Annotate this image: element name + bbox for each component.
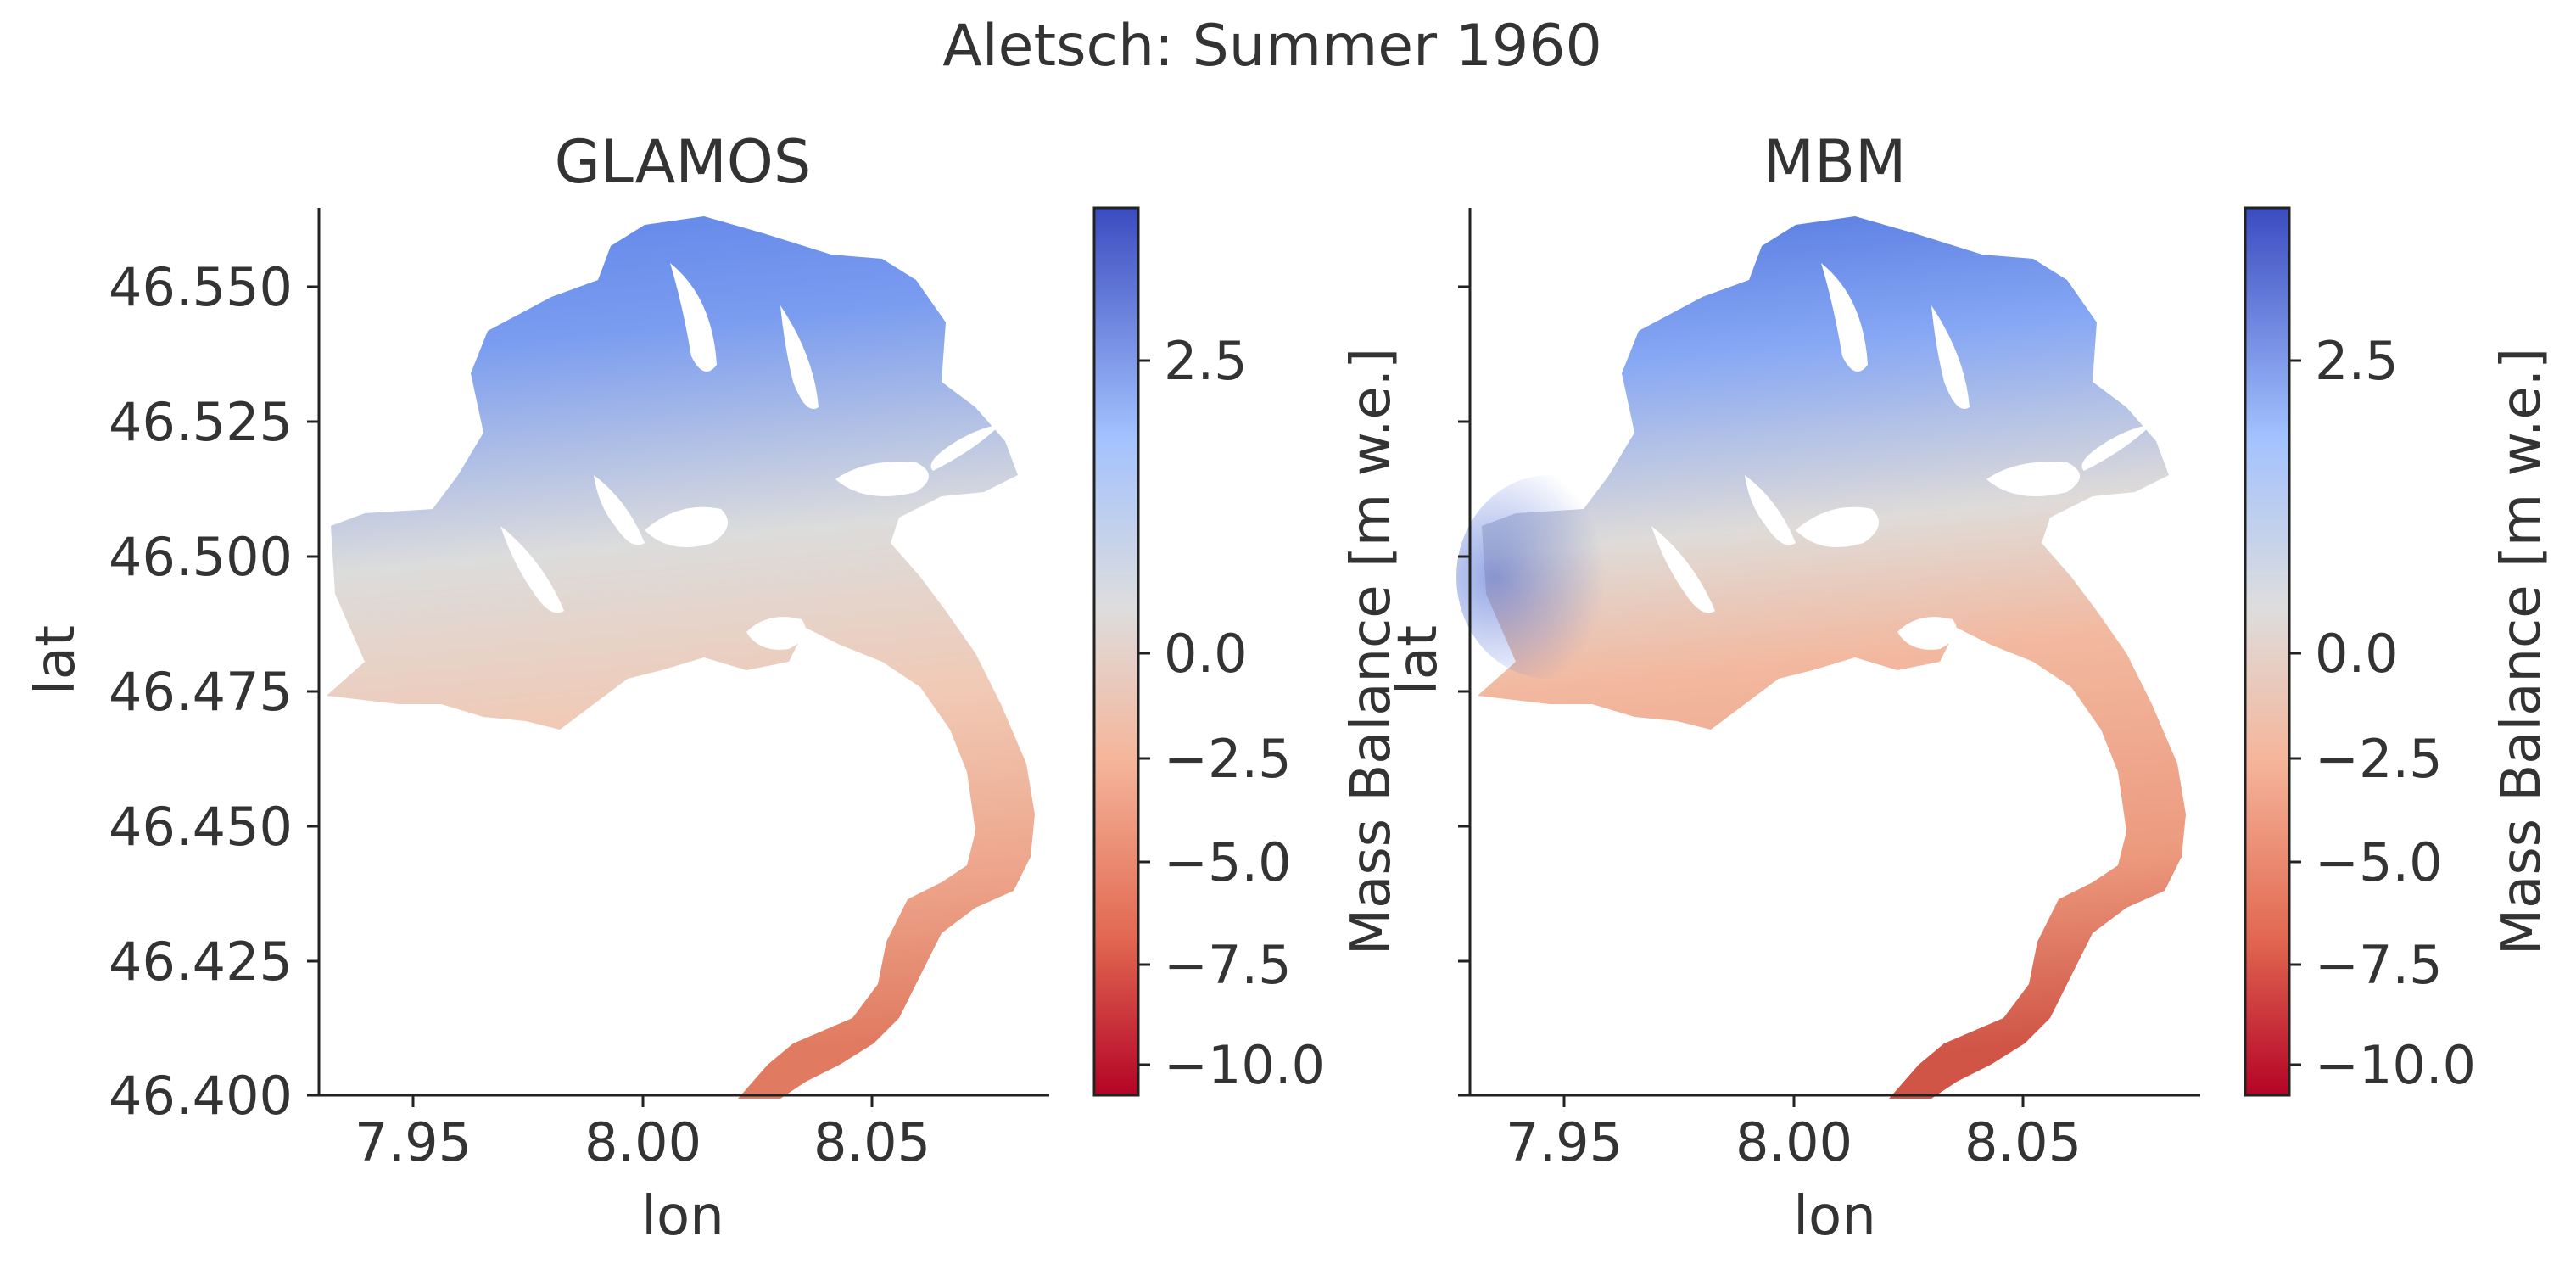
y-tick-label: 46.525: [109, 391, 293, 453]
y-tick-label: 46.500: [109, 526, 293, 588]
y-tick-label: 46.475: [109, 661, 293, 723]
colorbar-tick-label: −2.5: [2315, 728, 2443, 790]
rock-gap: [1931, 305, 1970, 409]
panel-glamos: GLAMOS 46.550 46: [25, 127, 1403, 1248]
x-tick-label: 8.00: [1735, 1111, 1852, 1173]
x-ticks-mbm: [1562, 1095, 2025, 1107]
colorbar-tick-label: 2.5: [2315, 330, 2399, 392]
colorbar-tick-label: −10.0: [2315, 1034, 2476, 1096]
colorbar-tick-label: −5.0: [1164, 831, 1292, 893]
rock-gap: [1986, 462, 2080, 496]
rock-gap: [780, 305, 819, 409]
x-axis-label-mbm: lon: [1793, 1185, 1876, 1248]
rock-gap: [500, 526, 564, 613]
colorbar-label-mbm: Mass Balance [m w.e.]: [2490, 348, 2553, 955]
rock-gap: [1821, 263, 1868, 372]
colorbar-tick-label: −10.0: [1164, 1034, 1325, 1096]
y-ticks-glamos: [307, 285, 319, 1097]
y-axis-label-glamos: lat: [25, 625, 87, 695]
panel-title-mbm: MBM: [1763, 127, 1907, 197]
rock-gap: [1651, 526, 1715, 613]
x-tick-labels-glamos: 7.95 8.00 8.05: [355, 1111, 930, 1173]
colorbar-tick-label: 2.5: [1164, 330, 1248, 392]
glacier-shape-mbm: [1478, 216, 2186, 1099]
glacier-map-mbm: [1456, 216, 2186, 1099]
colorbar-tick-label: −2.5: [1164, 728, 1292, 790]
rock-gap: [746, 617, 806, 650]
rock-gap: [1897, 617, 1957, 650]
colorbar-tick-label: −5.0: [2315, 831, 2443, 893]
rock-gap: [645, 506, 728, 547]
x-ticks-glamos: [411, 1095, 874, 1107]
y-tick-label: 46.425: [109, 931, 293, 993]
y-axis-label-mbm: lat: [1387, 625, 1450, 695]
west-accumulation-shade: [1456, 475, 1643, 679]
colorbar-tick-label: 0.0: [2315, 623, 2399, 685]
y-tick-label: 46.550: [109, 256, 293, 318]
colorbar-gradient: [1092, 206, 1140, 1097]
colorbar-gradient: [2244, 206, 2291, 1097]
rock-gap: [930, 424, 1001, 471]
y-tick-label: 46.450: [109, 796, 293, 858]
glacier-map-glamos: [327, 216, 1035, 1099]
panel-title-glamos: GLAMOS: [555, 127, 812, 197]
rock-gap: [670, 263, 717, 372]
colorbar-mbm: 2.5 0.0 −2.5 −5.0 −7.5 −10.0 Mass Balanc…: [2244, 206, 2553, 1097]
rock-gap: [1796, 506, 1879, 547]
panel-mbm: MBM 7: [1387, 127, 2553, 1248]
x-tick-label: 7.95: [1506, 1111, 1623, 1173]
rock-gap: [2081, 424, 2152, 471]
x-tick-labels-mbm: 7.95 8.00 8.05: [1506, 1111, 2081, 1173]
y-ticks-mbm: [1458, 285, 1470, 1097]
colorbar-glamos: 2.5 0.0 −2.5 −5.0 −7.5 −10.0 Mass Balanc…: [1092, 206, 1403, 1097]
y-tick-labels-glamos: 46.550 46.525 46.500 46.475 46.450 46.42…: [109, 256, 293, 1127]
x-tick-label: 8.05: [1964, 1111, 2081, 1173]
colorbar-tick-label: −7.5: [2315, 934, 2443, 996]
x-axis-label-glamos: lon: [641, 1185, 724, 1248]
glacier-shape-glamos: [327, 216, 1035, 1099]
x-tick-label: 8.00: [584, 1111, 701, 1173]
colorbar-label-glamos: Mass Balance [m w.e.]: [1340, 348, 1403, 955]
rock-gap: [835, 462, 929, 496]
colorbar-tick-label: 0.0: [1164, 623, 1248, 685]
y-tick-label: 46.400: [109, 1065, 293, 1127]
x-tick-label: 8.05: [813, 1111, 930, 1173]
x-tick-label: 7.95: [355, 1111, 472, 1173]
figure-suptitle: Aletsch: Summer 1960: [942, 13, 1602, 80]
colorbar-tick-label: −7.5: [1164, 934, 1292, 996]
rock-gap: [1745, 475, 1796, 545]
rock-gap: [594, 475, 645, 545]
